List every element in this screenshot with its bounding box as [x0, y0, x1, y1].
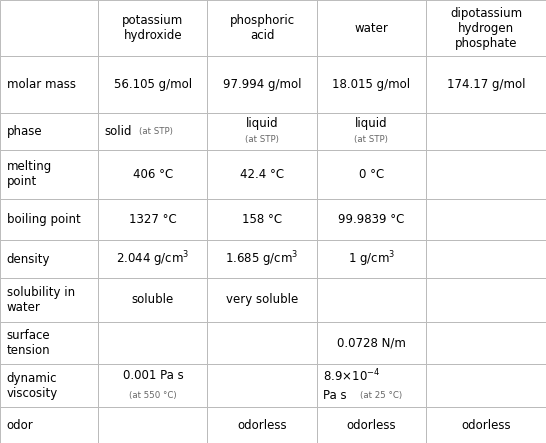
Text: 18.015 g/mol: 18.015 g/mol — [332, 78, 411, 91]
Bar — [0, 56, 98, 113]
Text: liquid: liquid — [355, 117, 388, 130]
Text: (at STP): (at STP) — [139, 127, 173, 136]
Bar — [98, 408, 207, 443]
Text: 158 °C: 158 °C — [242, 213, 282, 226]
Text: 2.044 g/cm$^3$: 2.044 g/cm$^3$ — [116, 249, 189, 269]
Text: (at STP): (at STP) — [245, 136, 279, 144]
Text: molar mass: molar mass — [7, 78, 75, 91]
Bar — [0, 0, 98, 56]
Text: 1 g/cm$^3$: 1 g/cm$^3$ — [348, 249, 395, 269]
Text: (at 25 °C): (at 25 °C) — [360, 391, 402, 400]
Bar — [207, 198, 317, 240]
Text: 1327 °C: 1327 °C — [129, 213, 177, 226]
Text: 0.0728 N/m: 0.0728 N/m — [337, 336, 406, 349]
Text: 174.17 g/mol: 174.17 g/mol — [447, 78, 525, 91]
Bar — [317, 278, 426, 322]
Text: 99.9839 °C: 99.9839 °C — [338, 213, 405, 226]
Text: (at STP): (at STP) — [354, 136, 388, 144]
Bar — [0, 151, 98, 198]
Bar — [426, 113, 546, 151]
Text: melting
point: melting point — [7, 160, 52, 188]
Text: odorless: odorless — [347, 419, 396, 432]
Bar — [98, 364, 207, 408]
Bar — [0, 113, 98, 151]
Bar — [426, 408, 546, 443]
Bar — [98, 113, 207, 151]
Bar — [426, 198, 546, 240]
Text: very soluble: very soluble — [226, 293, 298, 307]
Bar — [0, 198, 98, 240]
Bar — [317, 56, 426, 113]
Bar — [98, 151, 207, 198]
Bar — [0, 240, 98, 278]
Text: odor: odor — [7, 419, 33, 432]
Bar — [426, 240, 546, 278]
Text: surface
tension: surface tension — [7, 329, 50, 357]
Text: water: water — [354, 22, 388, 35]
Bar — [0, 322, 98, 364]
Bar — [207, 240, 317, 278]
Bar — [0, 364, 98, 408]
Text: 0 °C: 0 °C — [359, 168, 384, 181]
Text: soluble: soluble — [132, 293, 174, 307]
Bar — [317, 408, 426, 443]
Text: (at 550 °C): (at 550 °C) — [129, 391, 177, 400]
Bar — [426, 151, 546, 198]
Text: potassium
hydroxide: potassium hydroxide — [122, 14, 183, 42]
Bar — [426, 0, 546, 56]
Bar — [98, 278, 207, 322]
Bar — [207, 364, 317, 408]
Bar — [317, 151, 426, 198]
Text: liquid: liquid — [246, 117, 278, 130]
Text: 56.105 g/mol: 56.105 g/mol — [114, 78, 192, 91]
Text: solubility in
water: solubility in water — [7, 286, 75, 314]
Bar — [317, 0, 426, 56]
Bar — [426, 278, 546, 322]
Bar — [207, 278, 317, 322]
Bar — [0, 278, 98, 322]
Text: 1.685 g/cm$^3$: 1.685 g/cm$^3$ — [225, 249, 299, 269]
Bar — [98, 198, 207, 240]
Text: 406 °C: 406 °C — [133, 168, 173, 181]
Bar — [317, 198, 426, 240]
Bar — [317, 364, 426, 408]
Bar — [0, 408, 98, 443]
Bar — [98, 322, 207, 364]
Bar — [426, 56, 546, 113]
Bar — [98, 0, 207, 56]
Bar — [207, 113, 317, 151]
Text: 97.994 g/mol: 97.994 g/mol — [223, 78, 301, 91]
Text: density: density — [7, 253, 50, 266]
Text: 42.4 °C: 42.4 °C — [240, 168, 284, 181]
Text: odorless: odorless — [461, 419, 511, 432]
Bar — [207, 0, 317, 56]
Text: boiling point: boiling point — [7, 213, 80, 226]
Bar — [426, 364, 546, 408]
Text: dynamic
viscosity: dynamic viscosity — [7, 372, 58, 400]
Text: phase: phase — [7, 125, 42, 138]
Text: 0.001 Pa s: 0.001 Pa s — [122, 369, 183, 382]
Bar — [317, 322, 426, 364]
Bar — [98, 240, 207, 278]
Text: Pa s: Pa s — [323, 389, 347, 402]
Bar — [317, 240, 426, 278]
Bar — [207, 408, 317, 443]
Bar — [98, 56, 207, 113]
Text: solid: solid — [105, 125, 132, 138]
Text: dipotassium
hydrogen
phosphate: dipotassium hydrogen phosphate — [450, 7, 522, 50]
Bar — [207, 151, 317, 198]
Bar — [426, 322, 546, 364]
Text: phosphoric
acid: phosphoric acid — [229, 14, 295, 42]
Bar — [207, 322, 317, 364]
Text: odorless: odorless — [238, 419, 287, 432]
Text: 8.9$\times$10$^{-4}$: 8.9$\times$10$^{-4}$ — [323, 368, 381, 384]
Bar — [207, 56, 317, 113]
Bar — [317, 113, 426, 151]
